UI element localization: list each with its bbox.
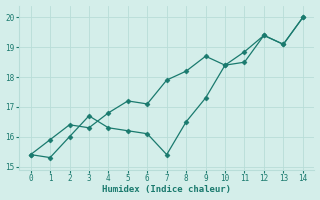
X-axis label: Humidex (Indice chaleur): Humidex (Indice chaleur) xyxy=(102,185,231,194)
